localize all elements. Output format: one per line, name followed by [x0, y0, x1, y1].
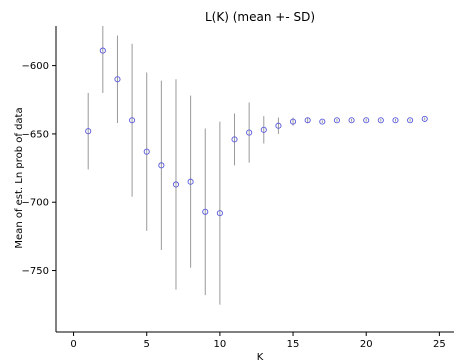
x-tick-label: 10: [214, 339, 227, 350]
y-axis-label: Mean of est. Ln prob of data: [14, 107, 25, 248]
data-point: [348, 117, 355, 124]
data-point: [260, 126, 267, 133]
data-point: [421, 115, 428, 122]
data-point: [187, 178, 194, 185]
data-point: [319, 118, 326, 125]
y-tick-label: −650: [22, 129, 49, 140]
data-point: [85, 128, 92, 135]
data-point: [216, 210, 223, 217]
y-ticks: −750 −700 −650 −600: [22, 61, 56, 277]
data-point: [363, 117, 370, 124]
x-tick-label: 0: [70, 339, 76, 350]
x-tick-label: 15: [287, 339, 300, 350]
x-tick-label: 20: [360, 339, 373, 350]
data-points: [85, 47, 428, 217]
data-point: [172, 181, 180, 188]
data-point: [275, 122, 282, 129]
data-point: [99, 47, 106, 54]
data-point: [377, 117, 384, 124]
data-point: [246, 129, 253, 136]
chart-title: L(K) (mean +- SD): [205, 10, 315, 24]
data-point: [129, 117, 136, 124]
x-ticks: 0 5 10 15 20 25: [70, 332, 446, 350]
data-point: [289, 118, 297, 125]
y-tick-label: −750: [22, 266, 49, 277]
data-point: [202, 208, 209, 215]
y-tick-label: −700: [22, 198, 49, 209]
plot-area: 0 5 10 15 20 25 −750 −700 −650 −600: [22, 26, 454, 350]
data-point: [143, 148, 150, 155]
data-point: [114, 76, 121, 83]
x-tick-label: 5: [144, 339, 150, 350]
data-point: [158, 162, 165, 169]
data-point: [304, 117, 311, 124]
y-tick-label: −600: [22, 61, 49, 72]
data-point: [407, 117, 414, 124]
x-tick-label: 25: [433, 339, 446, 350]
data-point: [392, 117, 399, 124]
data-point: [333, 117, 340, 124]
error-bars: [87, 26, 426, 305]
data-point: [231, 136, 238, 143]
x-axis-label: K: [257, 352, 264, 363]
